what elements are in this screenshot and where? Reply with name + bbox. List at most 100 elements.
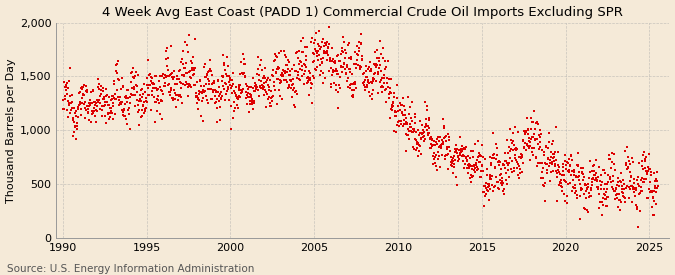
Point [495,178,506,182]
Point [174,80,185,84]
Point [461,156,472,160]
Point [67,106,78,110]
Point [418,128,429,132]
Point [398,113,408,117]
Point [508,169,519,174]
Point [349,80,360,84]
Point [614,198,624,202]
Point [134,92,145,97]
Point [422,108,433,112]
Point [456,150,466,154]
Point [285,73,296,77]
Point [130,74,141,79]
Point [403,137,414,141]
Point [627,184,638,189]
Point [605,180,616,184]
Point [347,94,358,98]
Point [610,189,620,193]
Point [431,167,442,172]
Point [514,167,525,171]
Point [137,95,148,99]
Point [329,61,340,65]
Point [194,92,205,96]
Point [141,105,152,110]
Point [638,180,649,184]
Point [545,154,556,159]
Point [579,182,590,186]
Point [652,184,663,189]
Point [319,41,330,45]
Point [113,59,124,63]
Point [483,185,493,189]
Point [418,130,429,134]
Point [241,101,252,106]
Point [325,59,335,63]
Point [485,173,495,177]
Point [628,176,639,181]
Point [214,94,225,98]
Point [348,93,358,98]
Point [448,170,458,175]
Point [61,92,72,96]
Point [529,145,539,150]
Point [457,154,468,158]
Point [622,166,633,170]
Point [571,163,582,167]
Point [393,109,404,113]
Point [526,150,537,154]
Point [223,73,234,78]
Point [140,109,151,113]
Point [574,174,585,178]
Point [593,206,604,210]
Point [78,83,89,88]
Point [330,68,341,73]
Point [478,169,489,173]
Point [485,187,495,191]
Point [97,108,107,112]
Point [95,87,106,92]
Point [333,53,344,57]
Point [396,103,407,107]
Point [227,91,238,95]
Point [88,111,99,116]
Point [210,94,221,98]
Point [300,62,310,67]
Point [115,87,126,91]
Point [401,120,412,124]
Point [121,117,132,122]
Point [452,147,462,151]
Point [246,102,257,106]
Point [595,187,606,192]
Point [74,101,85,106]
Point [66,101,77,105]
Point [337,70,348,74]
Point [86,111,97,116]
Point [153,79,164,83]
Point [472,167,483,172]
Point [530,138,541,142]
Point [166,72,177,76]
Point [603,157,614,162]
Point [404,122,415,126]
Point [402,133,413,137]
Point [327,59,338,63]
Point [601,204,612,208]
Point [439,156,450,161]
Point [641,169,652,174]
Point [93,77,104,81]
Point [612,192,622,196]
Point [560,159,570,163]
Point [562,200,572,205]
Point [113,78,124,82]
Point [278,78,289,82]
Point [273,67,284,71]
Point [219,81,230,85]
Point [340,56,351,60]
Point [612,183,622,188]
Point [232,97,243,101]
Point [226,126,237,131]
Point [283,58,294,62]
Point [652,178,663,183]
Point [587,164,598,169]
Point [591,175,602,180]
